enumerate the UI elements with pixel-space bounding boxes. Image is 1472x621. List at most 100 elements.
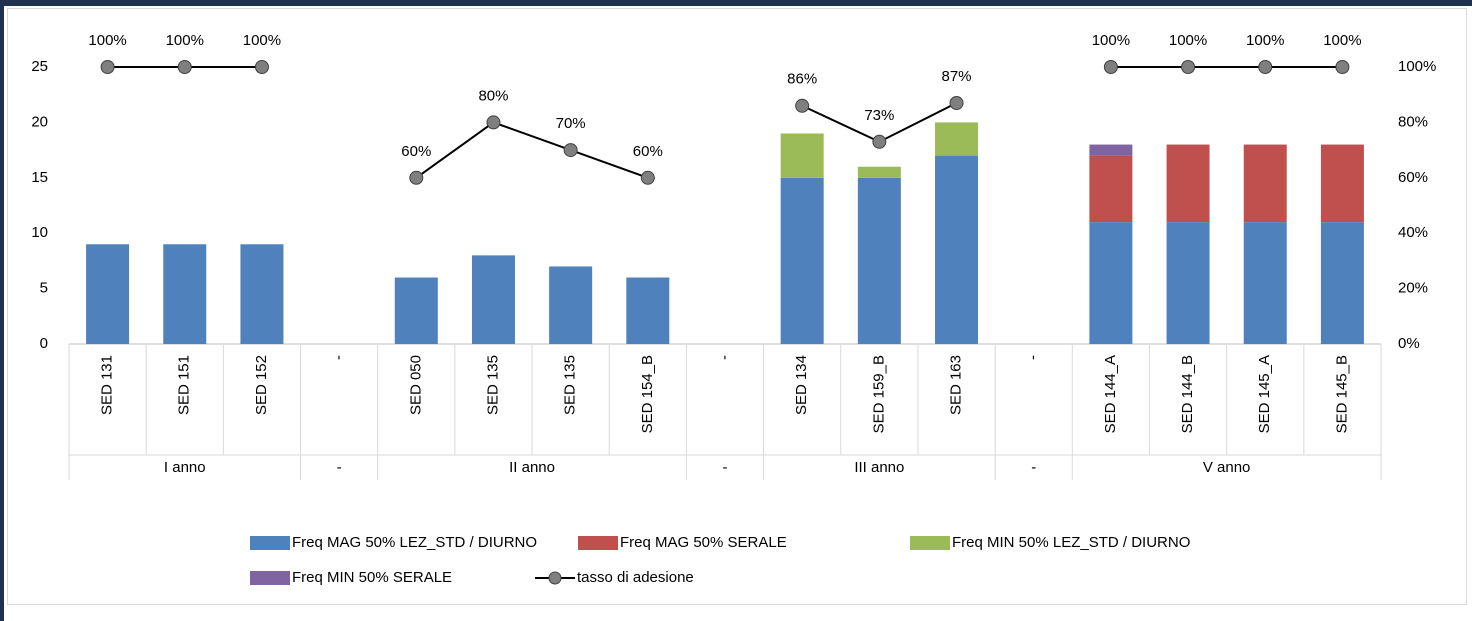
data-label: 100%: [1246, 32, 1284, 49]
legend-label: tasso di adesione: [577, 569, 694, 586]
bar: [1089, 155, 1133, 223]
data-label: 100%: [1169, 32, 1207, 49]
data-label: 100%: [1092, 32, 1130, 49]
legend-marker: [548, 571, 562, 585]
legend-label: Freq MAG 50% LEZ_STD / DIURNO: [292, 534, 537, 551]
x-tick-label: SED 154_B: [639, 355, 656, 433]
bar: [1089, 222, 1133, 344]
x-tick-label: SED 131: [99, 355, 116, 415]
legend-label: Freq MIN 50% LEZ_STD / DIURNO: [952, 534, 1190, 551]
legend-swatch: [250, 571, 290, 585]
x-tick-label: SED 151: [176, 355, 193, 415]
x-tick-label: SED 145_B: [1333, 355, 1350, 433]
line-marker: [872, 134, 887, 149]
data-label: 100%: [166, 32, 204, 49]
top-border: [0, 0, 1472, 6]
x-tick-label: SED 144_B: [1179, 355, 1196, 433]
data-label: 73%: [864, 107, 894, 124]
bar: [1320, 222, 1364, 344]
x-tick-label: SED 134: [793, 355, 810, 415]
line-marker: [177, 60, 192, 74]
line-marker: [1335, 60, 1350, 74]
bar: [1243, 222, 1287, 344]
group-label: II anno: [509, 459, 555, 476]
legend-label: Freq MIN 50% SERALE: [292, 569, 452, 586]
group-label: -: [1031, 459, 1036, 476]
data-label: 100%: [243, 32, 281, 49]
x-tick-label: -: [1025, 355, 1042, 360]
bar: [780, 177, 824, 344]
bar: [935, 155, 979, 344]
y2-tick-label: 20%: [1398, 280, 1428, 297]
data-label: 70%: [556, 115, 586, 132]
bar: [626, 277, 670, 344]
line-marker: [949, 96, 964, 111]
x-tick-label: SED 145_A: [1256, 355, 1273, 433]
x-tick-label: SED 152: [253, 355, 270, 415]
left-border: [0, 0, 4, 621]
x-tick-label: -: [330, 355, 347, 360]
x-tick-label: SED 163: [947, 355, 964, 415]
data-label: 60%: [633, 143, 663, 160]
line-marker: [795, 98, 810, 113]
group-label: III anno: [854, 459, 904, 476]
line-marker: [409, 170, 424, 185]
data-label: 100%: [88, 32, 126, 49]
group-label: -: [723, 459, 728, 476]
y2-tick-label: 60%: [1398, 169, 1428, 186]
bar: [1320, 144, 1364, 223]
bar: [857, 177, 901, 344]
y-tick-label: 5: [40, 280, 48, 297]
line-marker: [254, 60, 269, 74]
x-tick-label: SED 144_A: [1102, 355, 1119, 433]
x-tick-label: -: [716, 355, 733, 360]
bar: [471, 255, 515, 344]
bar: [1166, 222, 1210, 344]
bar: [240, 244, 284, 344]
legend-swatch: [910, 536, 950, 550]
line-marker: [100, 60, 115, 74]
bar: [857, 166, 901, 178]
data-label: 80%: [478, 87, 508, 104]
bar: [1243, 144, 1287, 223]
legend-swatch: [578, 536, 618, 550]
bar: [780, 133, 824, 178]
line-marker: [1181, 60, 1196, 74]
y2-tick-label: 0%: [1398, 335, 1420, 352]
line-marker: [640, 170, 655, 185]
data-label: 100%: [1323, 32, 1361, 49]
data-label: 87%: [942, 68, 972, 85]
bar: [86, 244, 130, 344]
y-tick-label: 10: [31, 224, 48, 241]
x-tick-label: SED 135: [484, 355, 501, 415]
legend-swatch: [250, 536, 290, 550]
bar: [1089, 144, 1133, 156]
group-label: -: [337, 459, 342, 476]
line-marker: [486, 115, 501, 130]
y2-tick-label: 80%: [1398, 113, 1428, 130]
x-tick-label: SED 135: [562, 355, 579, 415]
bar: [1166, 144, 1210, 223]
bar: [163, 244, 207, 344]
y2-tick-label: 40%: [1398, 224, 1428, 241]
line-marker: [1258, 60, 1273, 74]
y2-tick-label: 100%: [1398, 58, 1436, 75]
line-marker: [563, 143, 578, 158]
y-tick-label: 15: [31, 169, 48, 186]
x-tick-label: SED 050: [407, 355, 424, 415]
group-label: I anno: [164, 459, 206, 476]
y-tick-label: 25: [31, 58, 48, 75]
bar: [394, 277, 438, 344]
y-tick-label: 0: [40, 335, 48, 352]
group-label: V anno: [1203, 459, 1251, 476]
line-marker: [1103, 60, 1118, 74]
data-label: 60%: [401, 143, 431, 160]
bar: [935, 122, 979, 156]
y-tick-label: 20: [31, 113, 48, 130]
legend-label: Freq MAG 50% SERALE: [620, 534, 787, 551]
x-tick-label: SED 159_B: [870, 355, 887, 433]
data-label: 86%: [787, 71, 817, 88]
bar: [549, 266, 593, 344]
